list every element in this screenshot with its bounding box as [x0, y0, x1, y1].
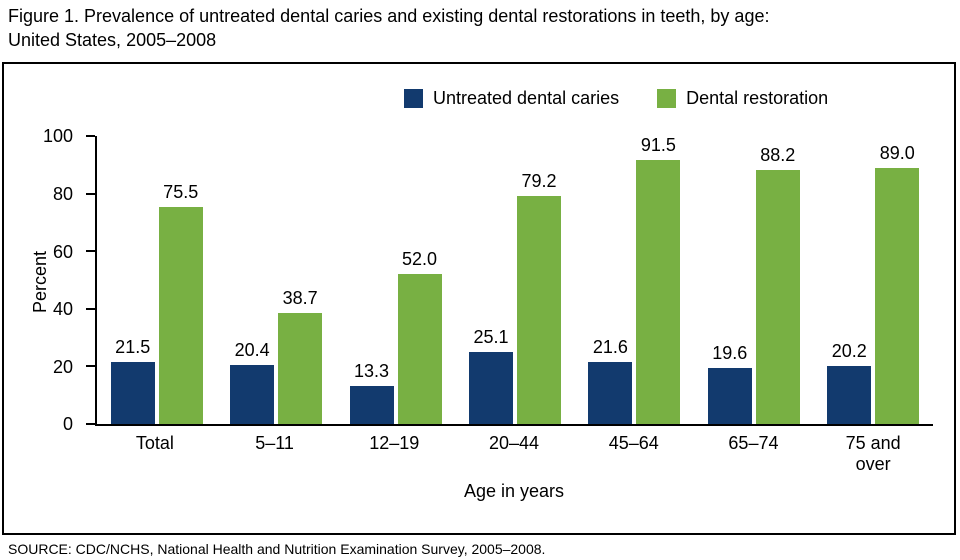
- legend-label-untreated-caries: Untreated dental caries: [433, 88, 620, 108]
- legend-swatch-untreated-caries: [404, 89, 423, 108]
- chart-frame: Untreated dental caries Dental restorati…: [2, 62, 956, 535]
- bar-slot: 38.7: [278, 136, 323, 424]
- bar-dental-restoration: 88.2: [755, 145, 800, 424]
- bar-group: 21.5 75.5: [97, 136, 216, 424]
- bar-value-label: 13.3: [354, 360, 390, 381]
- legend-swatch-dental-restoration: [657, 89, 677, 108]
- bar-slot: 13.3: [349, 136, 394, 424]
- bar-untreated-dental-caries: 19.6: [707, 343, 752, 424]
- bar-dental-restoration: 79.2: [516, 171, 561, 424]
- bar-slot: 89.0: [875, 136, 920, 424]
- bar-dental-restoration: 75.5: [158, 182, 203, 424]
- plot-area: 21.5 75.5 20.4 38.7 13.3 52.0 25.1 79.2 21.6 91.5…: [95, 135, 933, 426]
- y-tick-mark: [86, 192, 95, 195]
- bar-value-label: 21.6: [592, 336, 628, 357]
- y-tick-mark: [86, 307, 95, 310]
- y-tick-mark: [86, 135, 95, 137]
- x-category-label: 20–44: [488, 433, 540, 453]
- x-axis-category-labels: Total 5–11 12–19 20–44 45–64 65–74 75 and over: [95, 433, 933, 474]
- bar-value-label: 52.0: [402, 249, 438, 270]
- legend-label-dental-restoration: Dental restoration: [686, 88, 829, 108]
- y-axis: 0 20 40 60 80 100: [4, 126, 95, 434]
- x-category-label: 75 and over: [845, 433, 901, 474]
- bar-group: 19.6 88.2: [694, 136, 813, 424]
- bar-group: 20.4 38.7: [216, 136, 335, 424]
- bar-value-label: 19.6: [712, 342, 748, 363]
- legend: Untreated dental caries Dental restorati…: [404, 88, 828, 109]
- bar-value-label: 21.5: [115, 337, 151, 358]
- bar-value-label: 89.0: [879, 142, 915, 163]
- bar-slot: 19.6: [707, 136, 752, 424]
- bar-dental-restoration: 91.5: [636, 135, 681, 424]
- bar-dental-restoration: 52.0: [397, 249, 442, 424]
- bar-group: 20.2 89.0: [814, 136, 933, 424]
- bar-untreated-dental-caries: 21.6: [588, 337, 633, 424]
- bar-untreated-dental-caries: 20.4: [230, 340, 275, 424]
- bar-group: 21.6 91.5: [575, 135, 694, 424]
- bar-value-label: 20.2: [831, 340, 867, 361]
- bar-untreated-dental-caries: 25.1: [468, 327, 513, 424]
- bar-value-label: 79.2: [521, 170, 557, 191]
- bar-dental-restoration: 38.7: [278, 288, 323, 424]
- bar-value-label: 20.4: [234, 340, 270, 361]
- legend-item-dental-restoration: Dental restoration: [657, 88, 828, 109]
- bar-value-label: 38.7: [282, 287, 318, 308]
- x-category-label: 45–64: [608, 433, 659, 453]
- bar-slot: 79.2: [516, 136, 561, 424]
- bar-untreated-dental-caries: 21.5: [110, 337, 155, 424]
- y-tick-label: 100: [42, 126, 73, 147]
- x-category-label: 5–11: [255, 433, 294, 453]
- bar-slot: 88.2: [755, 136, 800, 424]
- bar-slot: 25.1: [468, 136, 513, 424]
- y-tick-mark: [86, 250, 95, 253]
- bar-slot: 91.5: [636, 135, 681, 424]
- x-category-label: 12–19: [369, 433, 420, 453]
- y-tick-label: 80: [52, 184, 73, 205]
- x-category-label: 65–74: [728, 433, 779, 453]
- bar-value-label: 25.1: [473, 326, 509, 347]
- bar-value-label: 75.5: [163, 181, 199, 202]
- bar-group: 25.1 79.2: [455, 136, 574, 424]
- bar-slot: 75.5: [158, 136, 203, 424]
- y-tick-mark: [86, 365, 95, 368]
- bar-slot: 20.4: [230, 136, 275, 424]
- bar-untreated-dental-caries: 13.3: [349, 361, 394, 424]
- bar-untreated-dental-caries: 20.2: [827, 341, 872, 424]
- bar-slot: 21.6: [588, 136, 633, 424]
- y-tick-label: 0: [62, 414, 73, 435]
- y-tick-label: 40: [52, 299, 73, 320]
- y-tick-label: 20: [52, 356, 73, 377]
- bar-group: 13.3 52.0: [336, 136, 455, 424]
- bar-slot: 20.2: [827, 136, 872, 424]
- legend-item-untreated-caries: Untreated dental caries: [404, 88, 619, 109]
- bar-value-label: 91.5: [640, 135, 676, 156]
- x-axis-title: Age in years: [463, 481, 565, 501]
- y-tick-mark: [86, 423, 95, 425]
- bar-dental-restoration: 89.0: [875, 143, 920, 424]
- bar-slot: 52.0: [397, 136, 442, 424]
- bar-slot: 21.5: [110, 136, 155, 424]
- bar-value-label: 88.2: [760, 144, 796, 165]
- source-note: SOURCE: CDC/NCHS, National Health and Nu…: [8, 541, 546, 557]
- figure-title: Figure 1. Prevalence of untreated dental…: [8, 6, 770, 50]
- y-tick-label: 60: [52, 241, 73, 262]
- x-category-label: Total: [135, 433, 174, 453]
